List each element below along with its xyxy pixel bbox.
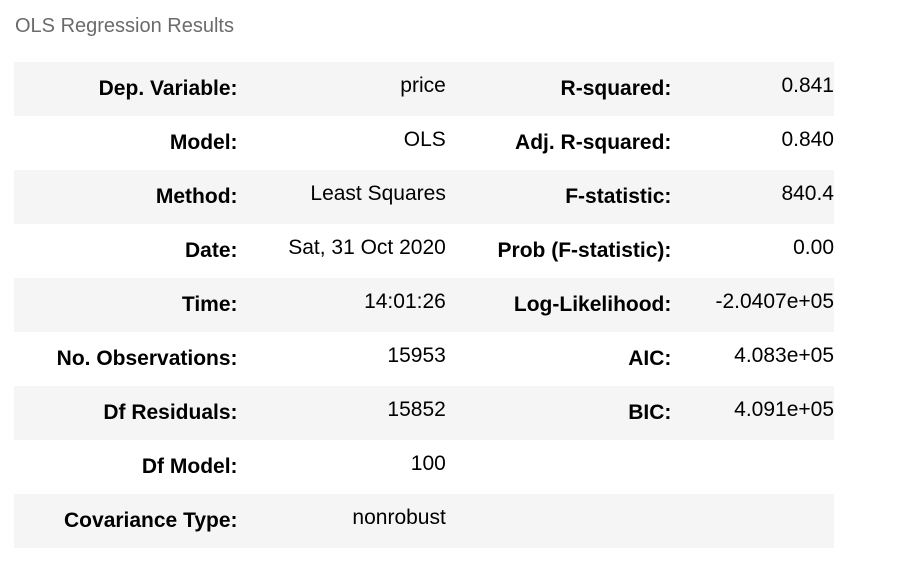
table-row: Df Residuals: 15852 BIC: 4.091e+05: [14, 386, 834, 440]
stat-label: Model:: [169, 131, 238, 154]
stat-label: AIC:: [628, 347, 672, 370]
stat-label: No. Observations:: [56, 347, 238, 370]
stat-label: Df Residuals:: [103, 401, 238, 424]
stat-label: Log-Likelihood:: [513, 293, 672, 316]
table-row: Covariance Type: nonrobust: [14, 494, 834, 548]
stat-value: 0.00: [793, 236, 834, 259]
stat-value: 0.841: [781, 74, 834, 97]
stat-value: OLS: [403, 128, 446, 151]
stat-value: 100: [410, 452, 446, 475]
stat-label: Covariance Type:: [64, 509, 238, 532]
stat-label: F-statistic:: [565, 185, 672, 208]
stat-label: Prob (F-statistic):: [497, 239, 672, 262]
stat-value: 14:01:26: [364, 290, 446, 313]
stat-label: Df Model:: [141, 455, 238, 478]
stat-value: [671, 440, 834, 494]
stat-value: -2.0407e+05: [715, 290, 834, 313]
stat-value: [671, 494, 834, 548]
stat-value: Sat, 31 Oct 2020: [288, 236, 446, 259]
ols-results-table: Dep. Variable: price R-squared: 0.841 Mo…: [14, 62, 834, 548]
table-row: Dep. Variable: price R-squared: 0.841: [14, 62, 834, 116]
table-row: No. Observations: 15953 AIC: 4.083e+05: [14, 332, 834, 386]
table-row: Method: Least Squares F-statistic: 840.4: [14, 170, 834, 224]
stat-value: price: [400, 74, 446, 97]
stat-label: Adj. R-squared:: [515, 131, 672, 154]
stat-value: 840.4: [781, 182, 834, 205]
stat-label: Time:: [181, 293, 238, 316]
stat-value: Least Squares: [310, 182, 446, 205]
stat-label: R-squared:: [560, 77, 672, 100]
stat-value: nonrobust: [352, 506, 446, 529]
table-row: Model: OLS Adj. R-squared: 0.840: [14, 116, 834, 170]
stat-value: 4.083e+05: [734, 344, 834, 367]
stat-label: [446, 440, 672, 494]
stat-label: Dep. Variable:: [98, 77, 238, 100]
stat-label: BIC:: [628, 401, 672, 424]
table-caption: OLS Regression Results: [15, 15, 234, 37]
stat-label: Method:: [155, 185, 238, 208]
stat-label: [446, 494, 672, 548]
stat-value: 0.840: [781, 128, 834, 151]
stat-value: 15852: [387, 398, 446, 421]
stat-label: Date:: [185, 239, 238, 262]
table-row: Df Model: 100: [14, 440, 834, 494]
table-row: Time: 14:01:26 Log-Likelihood: -2.0407e+…: [14, 278, 834, 332]
table-row: Date: Sat, 31 Oct 2020 Prob (F-statistic…: [14, 224, 834, 278]
stat-value: 4.091e+05: [734, 398, 834, 421]
stat-value: 15953: [387, 344, 446, 367]
